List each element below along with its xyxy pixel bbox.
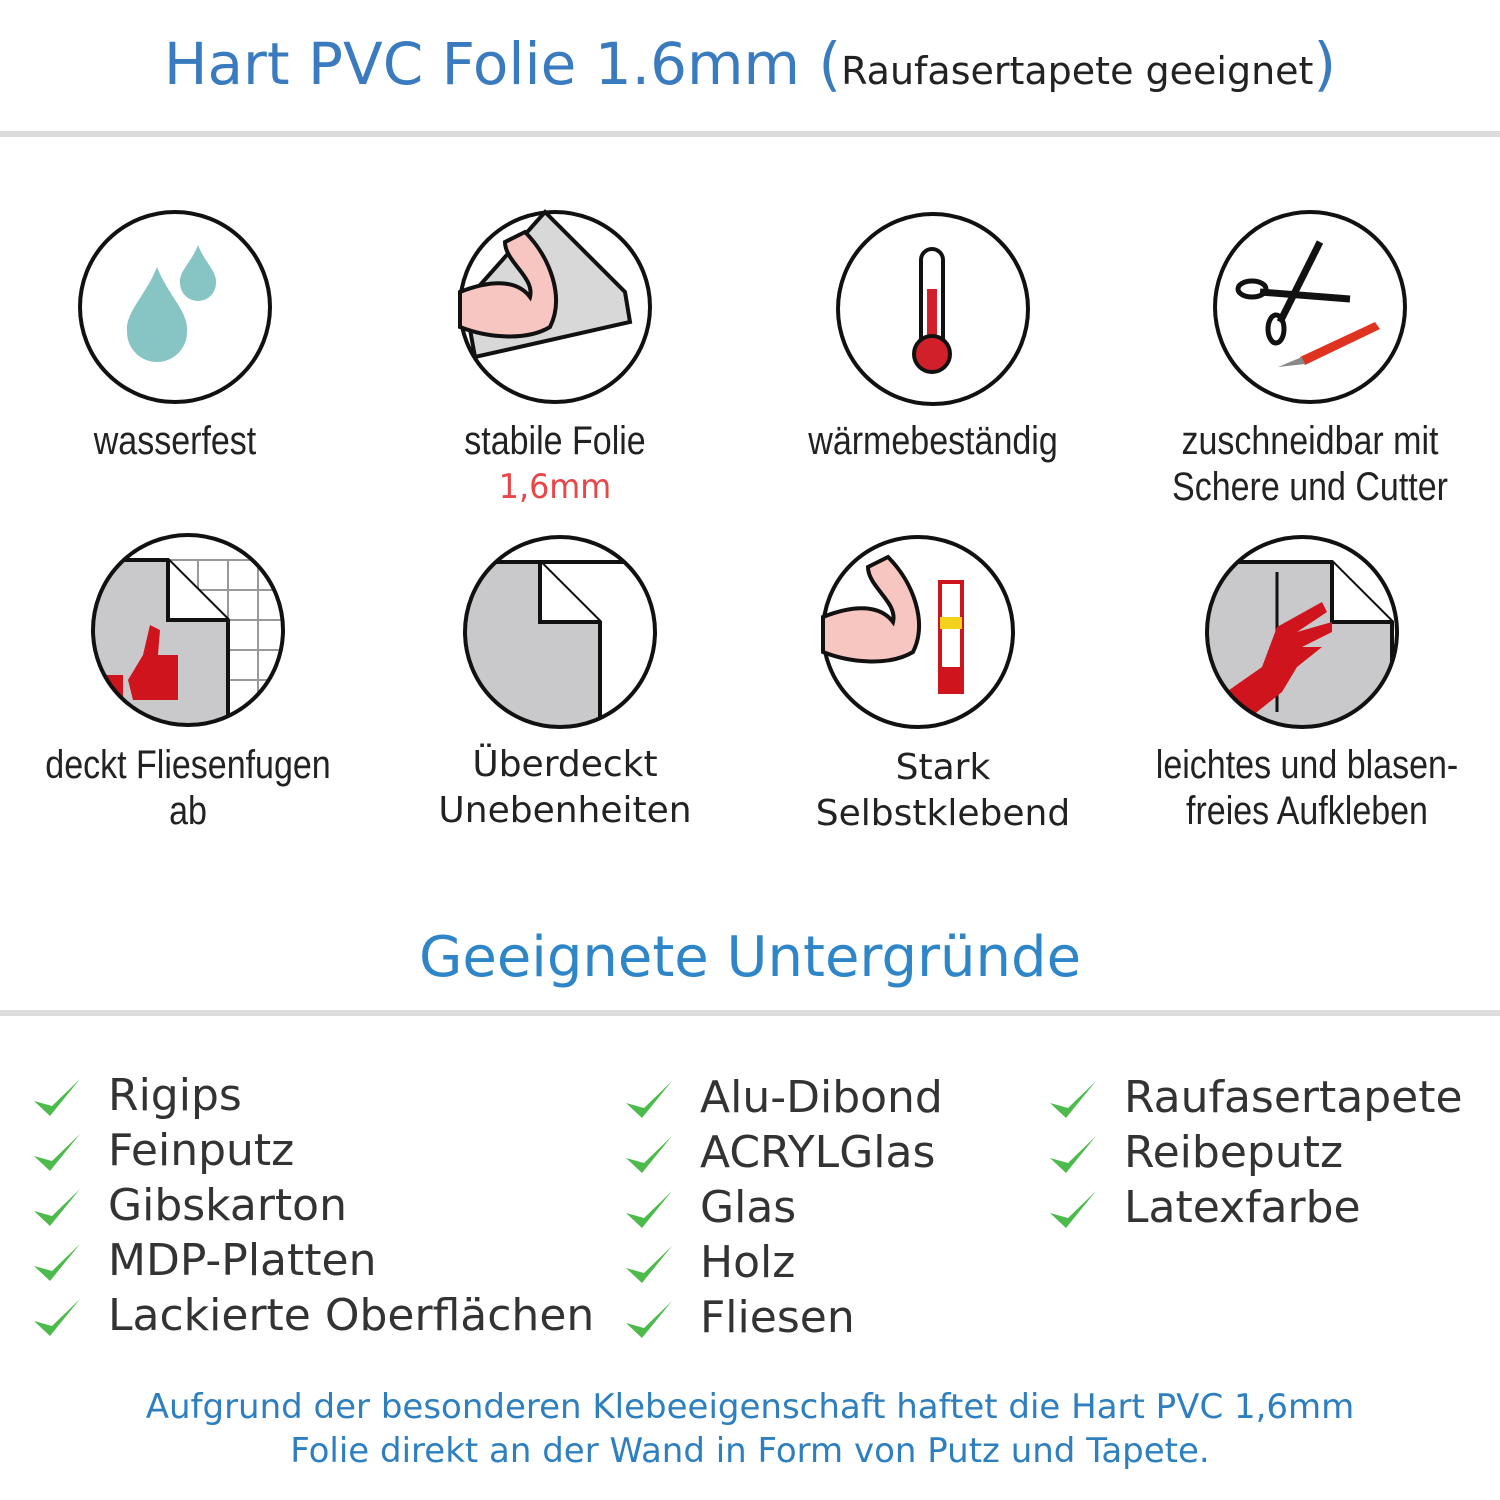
feature-label: Überdeckt Unebenheiten — [375, 742, 755, 834]
thumbs-up-tiles-icon — [91, 533, 285, 727]
water-drops-icon — [78, 210, 272, 404]
surface-label: Holz — [700, 1237, 796, 1288]
surface-item: Fliesen — [624, 1290, 943, 1345]
feature-label: stabile Folie 1,6mm — [394, 418, 717, 510]
divider — [0, 131, 1500, 137]
strong-arm-foil-icon — [458, 209, 652, 404]
footer-line: Folie direkt an der Wand in Form von Put… — [290, 1431, 1210, 1471]
title-subtitle: Raufasertapete geeignet — [841, 49, 1314, 93]
page-title: Hart PVC Folie 1.6mm (Raufasertapete gee… — [0, 30, 1500, 98]
checkmark-icon — [626, 1300, 672, 1338]
surface-label: Lackierte Oberflächen — [108, 1290, 595, 1341]
surface-label: MDP-Platten — [108, 1235, 377, 1286]
checkmark-icon — [1050, 1190, 1096, 1228]
scissors-cutter-icon — [1213, 210, 1407, 404]
surface-label: Raufasertapete — [1124, 1072, 1463, 1123]
surface-item: Raufasertapete — [1048, 1070, 1463, 1125]
surface-list-3: Raufasertapete Reibeputz Latexfarbe — [1048, 1070, 1463, 1235]
surface-label: Alu-Dibond — [700, 1072, 943, 1123]
surface-item: Glas — [624, 1180, 943, 1235]
checkmark-icon — [34, 1243, 80, 1281]
checkmark-icon — [34, 1078, 80, 1116]
feature-label: leichtes und blasen-freies Aufkleben — [1146, 742, 1469, 834]
feature-label-line: zuschneidbar mit — [1181, 419, 1439, 463]
paren: ) — [1313, 30, 1337, 98]
surface-label: Fliesen — [700, 1292, 855, 1343]
feature-label-line: Stark — [895, 747, 991, 788]
surface-item: ACRYLGlas — [624, 1125, 943, 1180]
surface-item: Holz — [624, 1235, 943, 1290]
paren: ( — [818, 30, 842, 98]
surface-list-2: Alu-Dibond ACRYLGlas Glas Holz Fliesen — [624, 1070, 943, 1345]
feature-label-line: Überdeckt — [472, 744, 658, 785]
surface-item: Gibskarton — [32, 1178, 594, 1233]
section-title: Geeignete Untergründe — [418, 925, 1082, 990]
strong-arm-glue-icon — [821, 535, 1015, 729]
checkmark-icon — [34, 1188, 80, 1226]
checkmark-icon — [34, 1298, 80, 1336]
surface-item: Lackierte Oberflächen — [32, 1288, 594, 1343]
feature-label: wasserfest — [93, 419, 257, 463]
surface-item: Latexfarbe — [1048, 1180, 1463, 1235]
feature-label: deckt Fliesenfugen ab — [45, 743, 331, 833]
foil-corner-icon — [463, 535, 657, 729]
feature-label-line: freies Aufkleben — [1186, 789, 1428, 833]
checkmark-icon — [34, 1133, 80, 1171]
checkmark-icon — [1050, 1135, 1096, 1173]
feature-label-line: Unebenheiten — [438, 790, 692, 831]
feature-label: zuschneidbar mit Schere und Cutter — [1149, 418, 1472, 510]
surface-label: Rigips — [108, 1070, 242, 1121]
feature-label-line: Selbstklebend — [815, 793, 1071, 834]
feature-label-line: Schere und Cutter — [1172, 465, 1448, 509]
surface-label: Gibskarton — [108, 1180, 347, 1231]
checkmark-icon — [1050, 1080, 1096, 1118]
surface-item: Reibeputz — [1048, 1125, 1463, 1180]
surface-item: Rigips — [32, 1068, 594, 1123]
surface-label: Glas — [700, 1182, 797, 1233]
feature-label: Stark Selbstklebend — [753, 745, 1133, 837]
footer-line: Aufgrund der besonderen Klebeeigenschaft… — [145, 1387, 1355, 1427]
feature-thickness: 1,6mm — [498, 467, 612, 507]
surface-item: MDP-Platten — [32, 1233, 594, 1288]
surface-list-1: Rigips Feinputz Gibskarton MDP-Platten Lacki… — [32, 1068, 594, 1343]
hand-smoothing-icon — [1205, 535, 1399, 729]
surface-label: Feinputz — [108, 1125, 295, 1176]
checkmark-icon — [626, 1135, 672, 1173]
surface-label: Latexfarbe — [1124, 1182, 1361, 1233]
divider — [0, 1010, 1500, 1016]
thermometer-icon — [836, 212, 1030, 406]
surface-label: ACRYLGlas — [700, 1127, 936, 1178]
feature-label: wärmebeständig — [808, 419, 1058, 463]
footer-note: Aufgrund der besonderen Klebeeigenschaft… — [0, 1385, 1500, 1473]
checkmark-icon — [626, 1190, 672, 1228]
checkmark-icon — [626, 1245, 672, 1283]
feature-label-text: stabile Folie — [464, 419, 646, 463]
surface-label: Reibeputz — [1124, 1127, 1344, 1178]
surface-item: Alu-Dibond — [624, 1070, 943, 1125]
surface-item: Feinputz — [32, 1123, 594, 1178]
feature-label-line: leichtes und blasen- — [1155, 743, 1459, 787]
title-main: Hart PVC Folie 1.6mm — [163, 30, 801, 98]
checkmark-icon — [626, 1080, 672, 1118]
